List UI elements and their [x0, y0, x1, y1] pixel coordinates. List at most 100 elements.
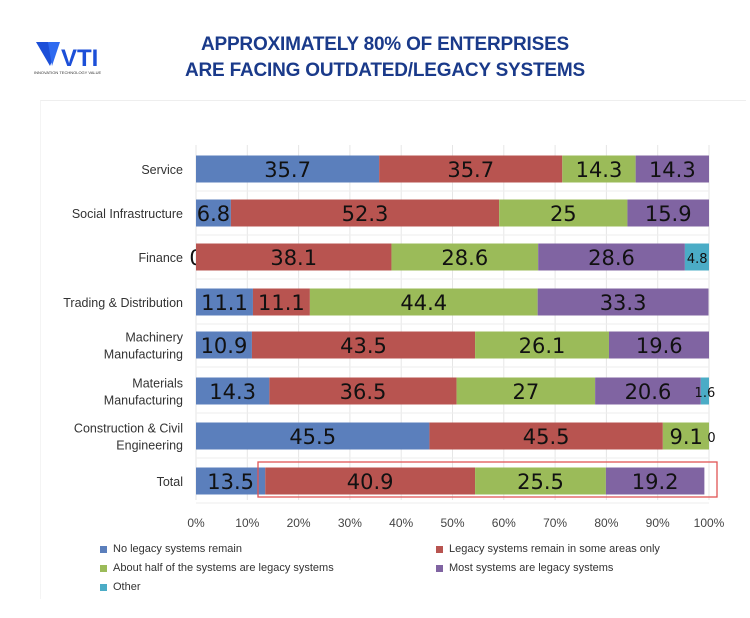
bar-segment — [538, 243, 685, 271]
data-label: 25.5 — [517, 470, 564, 494]
data-label: 6.8 — [197, 202, 230, 226]
data-label: 4.8 — [687, 252, 708, 267]
svg-text:VTI: VTI — [61, 45, 98, 72]
bar-segment — [196, 199, 231, 227]
legend-swatch — [436, 564, 443, 572]
x-tick-label: 50% — [440, 516, 464, 530]
x-tick-label: 10% — [235, 516, 259, 530]
data-label: 36.5 — [340, 380, 387, 404]
data-label: 40.9 — [347, 470, 394, 494]
bar-segment — [700, 377, 709, 405]
legend-swatch — [100, 583, 107, 591]
bar-segment — [309, 288, 538, 316]
bar-segment — [196, 467, 266, 495]
data-label: 27 — [512, 380, 539, 404]
data-label: 13.5 — [207, 470, 254, 494]
bar-segment — [635, 155, 709, 183]
data-label: 38.1 — [270, 246, 317, 270]
data-label: 33.3 — [600, 291, 647, 315]
data-label: 20.6 — [625, 380, 672, 404]
legend-item: Other — [100, 581, 141, 593]
logo-mark-icon: VTI — [36, 42, 98, 72]
data-label: 28.6 — [588, 246, 635, 270]
x-tick-label: 60% — [492, 516, 516, 530]
bar-segment — [196, 331, 252, 359]
legend-swatch — [100, 564, 107, 572]
x-tick-label: 40% — [389, 516, 413, 530]
title-line-1: APPROXIMATELY 80% OF ENTERPRISES — [200, 34, 570, 55]
category-label: Social Infrastructure — [72, 207, 183, 221]
data-label: 10.9 — [201, 334, 248, 358]
bar-segment — [230, 199, 500, 227]
legend-item: About half of the systems are legacy sys… — [100, 562, 334, 574]
x-tick-label: 80% — [594, 516, 618, 530]
bar-segment — [196, 155, 380, 183]
bar-segment — [251, 331, 476, 359]
category-label: Engineering — [116, 439, 183, 453]
bar-segment — [196, 377, 270, 405]
bar-segment — [499, 199, 628, 227]
data-label: 52.3 — [342, 202, 389, 226]
data-label: 35.7 — [264, 158, 311, 182]
category-label: Construction & Civil — [74, 422, 183, 436]
data-label: 45.5 — [289, 425, 336, 449]
category-label: Finance — [139, 251, 184, 265]
data-label: 45.5 — [523, 425, 570, 449]
chart-panel — [40, 100, 746, 599]
data-label: 19.2 — [632, 470, 679, 494]
bar-segment — [475, 467, 606, 495]
data-label: 0 — [707, 431, 715, 446]
data-label: 26.1 — [519, 334, 566, 358]
bar-segment — [429, 422, 663, 450]
bar-segment — [196, 422, 430, 450]
title-line-2: ARE FACING OUTDATED/LEGACY SYSTEMS — [185, 60, 585, 81]
data-label: 9.1 — [669, 425, 702, 449]
data-label: 15.9 — [645, 202, 692, 226]
vti-logo: VTI — [34, 40, 114, 80]
data-label: 35.7 — [447, 158, 494, 182]
legend-label: Other — [113, 581, 141, 593]
category-label: Service — [141, 163, 183, 177]
bar-segment — [196, 288, 253, 316]
legend-label: Most systems are legacy systems — [449, 562, 614, 574]
category-label: Machinery — [125, 331, 183, 345]
data-label: 14.3 — [649, 158, 696, 182]
data-label: 1.6 — [695, 386, 716, 401]
bar-segment — [252, 288, 310, 316]
bar-segment — [684, 243, 709, 271]
data-label: 19.6 — [636, 334, 683, 358]
legend-item: Most systems are legacy systems — [436, 562, 613, 574]
x-tick-label: 100% — [694, 516, 725, 530]
bar-segment — [562, 155, 636, 183]
highlight-box — [257, 461, 718, 498]
bar-segment — [475, 331, 609, 359]
x-tick-label: 70% — [543, 516, 567, 530]
legend-label: No legacy systems remain — [113, 543, 242, 555]
legend-item: Legacy systems remain in some areas only — [436, 543, 660, 555]
bar-segment — [196, 243, 392, 271]
logo-tagline: INNOVATION TECHNOLOGY VALUE — [34, 70, 102, 75]
bar-segment — [605, 467, 705, 495]
data-label: 14.3 — [209, 380, 256, 404]
bar-segment — [391, 243, 539, 271]
legend-swatch — [436, 545, 443, 553]
category-label: Manufacturing — [104, 394, 183, 408]
bar-segment — [456, 377, 596, 405]
category-label: Materials — [132, 377, 183, 391]
legend-label: About half of the systems are legacy sys… — [113, 562, 334, 574]
data-label: 11.1 — [258, 291, 305, 315]
bar-segment — [662, 422, 709, 450]
x-tick-label: 0% — [187, 516, 205, 530]
bar-segment — [608, 331, 709, 359]
bar-segment — [269, 377, 457, 405]
data-label: 25 — [550, 202, 577, 226]
data-label: 14.3 — [576, 158, 623, 182]
page-title: APPROXIMATELY 80% OF ENTERPRISES ARE FAC… — [150, 32, 620, 84]
legend-item: No legacy systems remain — [100, 543, 242, 555]
data-label: 28.6 — [441, 246, 488, 270]
category-label: Manufacturing — [104, 348, 183, 362]
data-label: 44.4 — [400, 291, 447, 315]
legend-swatch — [100, 545, 107, 553]
bar-segment — [595, 377, 701, 405]
